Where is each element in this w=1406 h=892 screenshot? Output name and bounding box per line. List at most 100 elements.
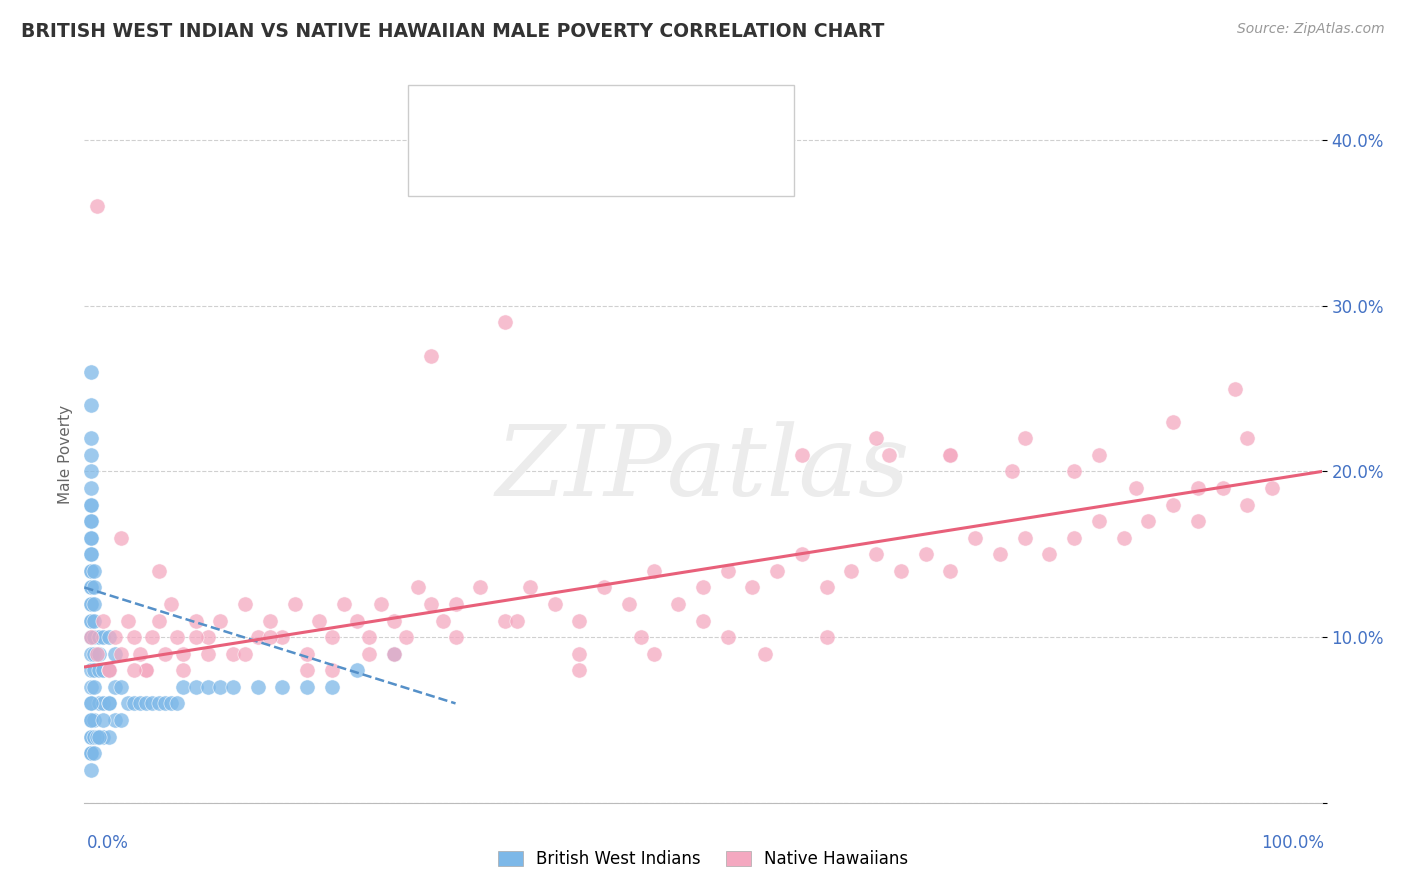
Point	[98, 697, 121, 711]
Point	[222, 680, 245, 694]
Text: BRITISH WEST INDIAN VS NATIVE HAWAIIAN MALE POVERTY CORRELATION CHART: BRITISH WEST INDIAN VS NATIVE HAWAIIAN M…	[21, 22, 884, 41]
Point	[419, 349, 441, 363]
Point	[295, 680, 318, 694]
Text: R =: R =	[478, 108, 520, 127]
Point	[1112, 531, 1135, 545]
Point	[104, 630, 127, 644]
Point	[295, 647, 318, 661]
Point	[86, 730, 108, 744]
Point	[666, 597, 689, 611]
Point	[370, 597, 392, 611]
Point	[83, 614, 105, 628]
Point	[83, 663, 105, 677]
Point	[1236, 498, 1258, 512]
Point	[79, 647, 101, 661]
Point	[222, 647, 245, 661]
Point	[91, 713, 114, 727]
Point	[79, 448, 101, 462]
Point	[98, 663, 121, 677]
Point	[83, 581, 105, 595]
Point	[295, 663, 318, 677]
Point	[79, 564, 101, 578]
Point	[1125, 481, 1147, 495]
Point	[79, 746, 101, 760]
Point	[815, 630, 838, 644]
Point	[543, 597, 565, 611]
Point	[321, 630, 343, 644]
Point	[141, 697, 163, 711]
Point	[357, 647, 380, 661]
Point	[1014, 431, 1036, 445]
Point	[79, 614, 101, 628]
Point	[419, 597, 441, 611]
Point	[172, 680, 194, 694]
Point	[890, 564, 912, 578]
Point	[643, 647, 665, 661]
Point	[79, 581, 101, 595]
Text: 113: 113	[683, 154, 724, 173]
Point	[83, 730, 105, 744]
Point	[141, 630, 163, 644]
Point	[79, 713, 101, 727]
Point	[519, 581, 541, 595]
Point	[692, 581, 714, 595]
Point	[346, 614, 368, 628]
Point	[790, 547, 813, 561]
Point	[122, 663, 145, 677]
Point	[630, 630, 652, 644]
Point	[408, 581, 430, 595]
Point	[89, 630, 111, 644]
Point	[1187, 481, 1209, 495]
Point	[79, 498, 101, 512]
Point	[259, 614, 281, 628]
Point	[1187, 514, 1209, 528]
Point	[79, 697, 101, 711]
Point	[160, 697, 183, 711]
Point	[494, 614, 516, 628]
Point	[91, 730, 114, 744]
Text: 92: 92	[683, 108, 710, 127]
Point	[815, 581, 838, 595]
Point	[79, 514, 101, 528]
Point	[79, 746, 101, 760]
Point	[1223, 382, 1246, 396]
Point	[117, 614, 139, 628]
Point	[89, 730, 111, 744]
Point	[148, 697, 170, 711]
Point	[865, 431, 887, 445]
Point	[271, 680, 294, 694]
Point	[766, 564, 789, 578]
Point	[1161, 498, 1184, 512]
Point	[172, 647, 194, 661]
Point	[83, 647, 105, 661]
Point	[129, 697, 152, 711]
Point	[246, 630, 269, 644]
Point	[184, 630, 207, 644]
Point	[246, 680, 269, 694]
Point	[135, 663, 157, 677]
Legend: British West Indians, Native Hawaiians: British West Indians, Native Hawaiians	[491, 843, 915, 874]
Point	[79, 713, 101, 727]
Point	[89, 697, 111, 711]
Point	[865, 547, 887, 561]
Point	[617, 597, 640, 611]
Text: Source: ZipAtlas.com: Source: ZipAtlas.com	[1237, 22, 1385, 37]
Point	[166, 630, 188, 644]
Point	[104, 647, 127, 661]
FancyBboxPatch shape	[422, 146, 465, 181]
Point	[382, 647, 405, 661]
Point	[197, 630, 219, 644]
Point	[79, 746, 101, 760]
Point	[104, 680, 127, 694]
Point	[79, 630, 101, 644]
Point	[1001, 465, 1024, 479]
Point	[79, 630, 101, 644]
Point	[568, 647, 591, 661]
Point	[79, 465, 101, 479]
Point	[717, 630, 740, 644]
Point	[98, 663, 121, 677]
Point	[135, 663, 157, 677]
Point	[79, 680, 101, 694]
Point	[233, 647, 256, 661]
Point	[741, 581, 763, 595]
